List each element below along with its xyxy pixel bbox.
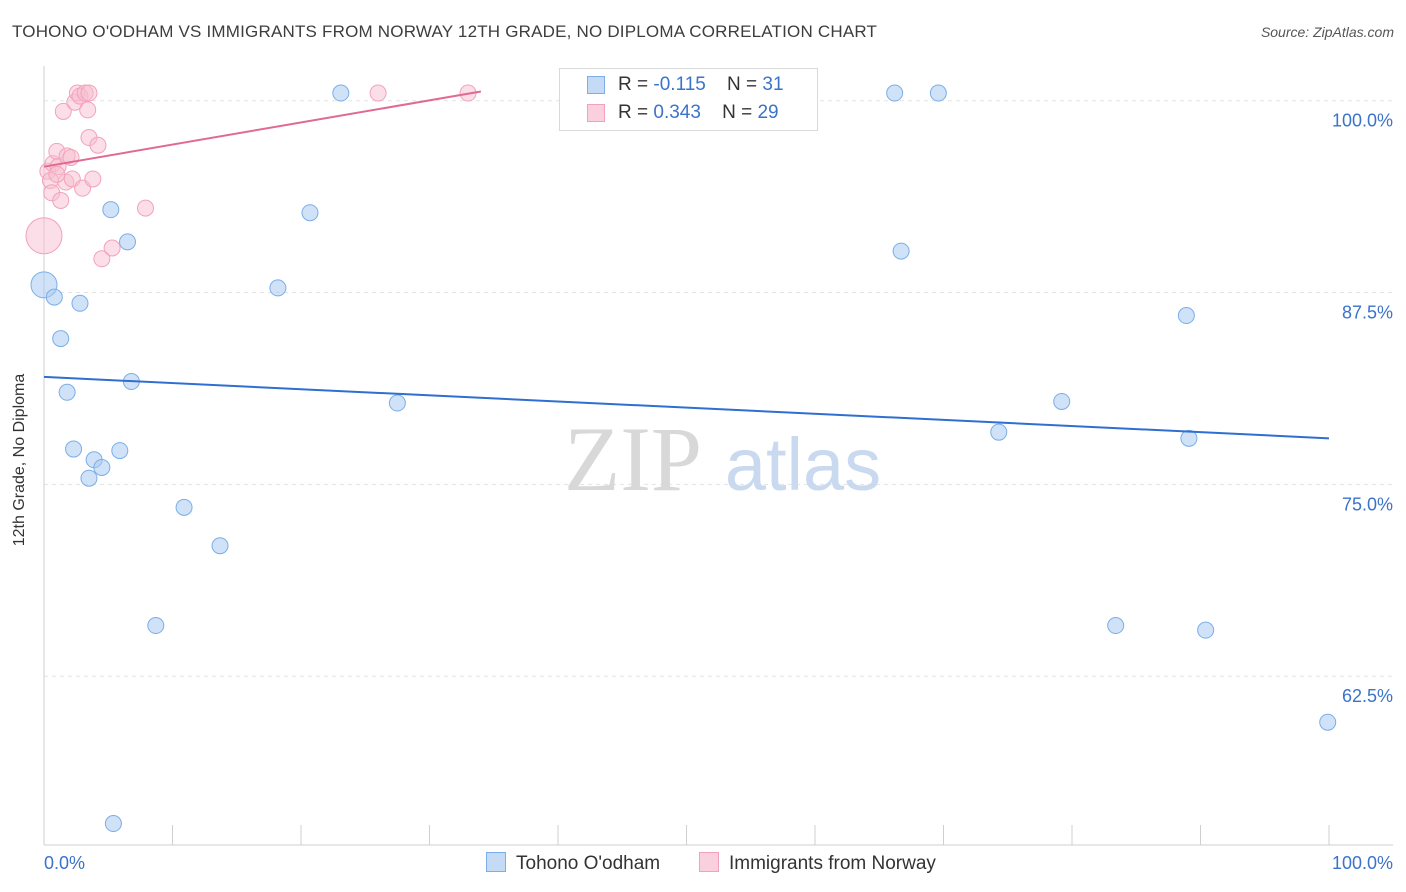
point-tohono (211, 537, 229, 555)
point-norway (103, 239, 121, 257)
trend-layer (43, 90, 1330, 440)
point-norway (48, 165, 66, 183)
point-tohono (388, 394, 406, 412)
chart-title: TOHONO O'ODHAM VS IMMIGRANTS FROM NORWAY… (12, 22, 878, 41)
point-norway (137, 199, 155, 217)
point-tohono (269, 279, 287, 297)
point-tohono (990, 423, 1008, 441)
legend-n-label: N = (722, 102, 753, 123)
watermark: ZIP atlas (564, 408, 881, 510)
y-tick-label: 100.0% (1332, 111, 1393, 131)
legend-label-tohono: Tohono O'odham (516, 853, 661, 874)
point-tohono (332, 84, 350, 102)
legend-n-value-norway: 29 (757, 102, 779, 123)
point-tohono (119, 233, 137, 251)
point-norway (84, 170, 102, 188)
tick-label-layer: 100.0% 87.5% 75.0% 62.5% 0.0% 100.0% (44, 111, 1393, 873)
legend-n-label: N = (726, 74, 758, 95)
x-tick-label-min: 0.0% (44, 853, 85, 873)
legend-item-norway[interactable]: Immigrants from Norway (699, 852, 936, 875)
legend-r-label: R = (618, 74, 649, 95)
point-tohono (1177, 307, 1195, 325)
point-norway (52, 191, 70, 209)
point-tohono (929, 84, 947, 102)
point-norway (80, 84, 98, 102)
legend-n-value-tohono: 31 (762, 74, 784, 95)
watermark-atlas: atlas (725, 423, 881, 506)
point-tohono (104, 815, 122, 833)
point-tohono (45, 288, 63, 306)
source-label: Source: ZipAtlas.com (1260, 24, 1394, 40)
points-layer (25, 84, 1337, 833)
x-tick-label-max: 100.0% (1332, 853, 1393, 873)
point-tohono (52, 330, 70, 348)
correlation-legend: R = -0.115 N = 31 R = 0.343 N = 29 (559, 68, 818, 131)
point-tohono (65, 440, 83, 458)
point-tohono (93, 458, 111, 476)
point-tohono (1197, 621, 1215, 639)
y-tick-label: 75.0% (1342, 494, 1393, 514)
point-tohono (892, 242, 910, 260)
point-tohono (1053, 392, 1071, 410)
trend-line-tohono (43, 375, 1330, 440)
point-tohono (58, 383, 76, 401)
point-norway (25, 217, 63, 255)
point-tohono (80, 469, 98, 487)
point-norway (79, 101, 97, 119)
legend-item-tohono[interactable]: Tohono O'odham (486, 852, 660, 875)
point-tohono (1180, 429, 1198, 447)
point-tohono (175, 498, 193, 516)
watermark-zip: ZIP (564, 408, 702, 510)
legend-r-label: R = (618, 102, 649, 123)
point-tohono (71, 294, 89, 312)
point-tohono (102, 201, 120, 219)
point-norway (369, 84, 387, 102)
grid-layer (44, 100, 1393, 677)
y-tick-label: 87.5% (1342, 303, 1393, 323)
legend-swatch-tohono-bottom (486, 852, 506, 872)
point-tohono (886, 84, 904, 102)
point-tohono (147, 617, 165, 635)
trend-line-norway (43, 90, 482, 168)
point-tohono (111, 442, 129, 460)
axis-layer (43, 66, 1393, 846)
legend-swatch-norway-bottom (699, 852, 719, 872)
y-axis-label: 12th Grade, No Diploma (11, 373, 28, 547)
legend-label-norway: Immigrants from Norway (729, 853, 936, 874)
point-norway (89, 136, 107, 154)
point-norway (93, 250, 111, 268)
point-tohono (301, 204, 319, 222)
legend-r-value-tohono: -0.115 (653, 74, 706, 95)
point-tohono (1107, 617, 1125, 635)
legend-swatch-tohono (587, 76, 605, 94)
point-norway (54, 102, 72, 120)
y-tick-label: 62.5% (1342, 686, 1393, 706)
legend-r-value-norway: 0.343 (653, 102, 701, 123)
legend-swatch-norway (587, 104, 605, 122)
point-tohono (1319, 713, 1337, 731)
